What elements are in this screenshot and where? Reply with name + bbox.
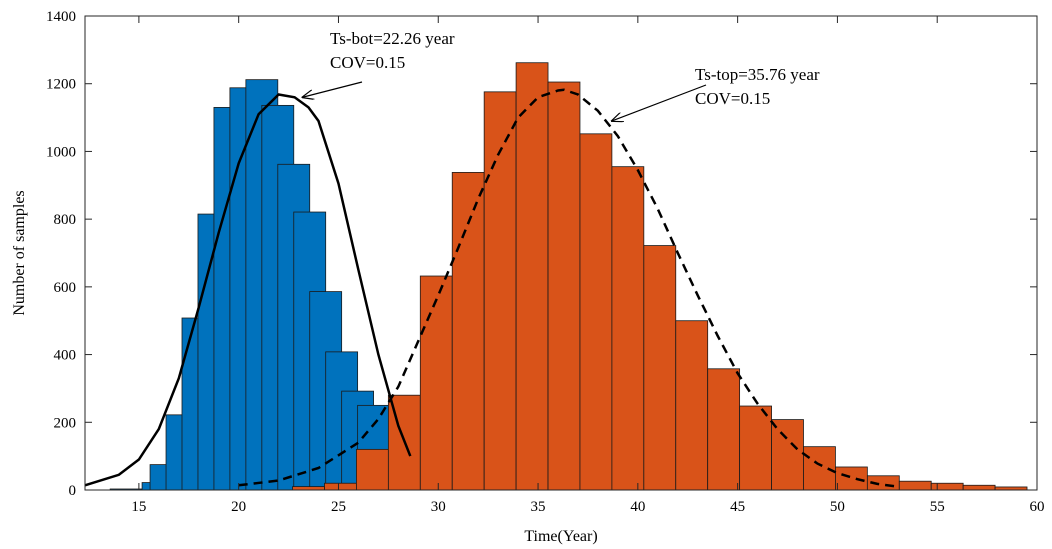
annotation-arrow [612, 84, 707, 121]
x-tick-label: 55 [930, 499, 945, 515]
y-tick-label: 200 [54, 415, 77, 431]
y-tick-label: 1200 [46, 77, 76, 93]
annotation-text: COV=0.15 [330, 53, 405, 72]
solid-fit-curve [85, 93, 412, 487]
x-tick-label: 15 [131, 499, 146, 515]
histogram-bar [930, 482, 964, 490]
histogram-bar [547, 81, 581, 490]
y-tick-label: 0 [69, 483, 77, 499]
histogram-bar [356, 448, 389, 490]
histogram-bar [771, 419, 804, 490]
x-tick-label: 50 [830, 499, 845, 515]
histogram-bar [515, 62, 549, 490]
histogram-bar [483, 91, 517, 490]
x-tick-label: 45 [730, 499, 745, 515]
curves-layer [85, 88, 898, 488]
dashed-fit-curve [238, 88, 898, 488]
x-tick-label: 20 [231, 499, 246, 515]
histogram-bar [803, 446, 836, 490]
x-tick-label: 60 [1030, 499, 1045, 515]
y-tick-label: 800 [54, 212, 77, 228]
histogram-bar [835, 466, 868, 490]
x-tick-label: 25 [331, 499, 346, 515]
x-tick-label: 30 [431, 499, 446, 515]
bars-layer [109, 62, 1028, 490]
x-axis: 15 20 25 30 35 40 45 50 55 60 [131, 16, 1045, 515]
x-tick-label: 40 [630, 499, 645, 515]
annotation-text: Ts-bot=22.26 year [330, 29, 455, 48]
y-axis-label: Number of samples [11, 190, 28, 315]
histogram-bar [419, 275, 453, 490]
y-tick-label: 1400 [46, 9, 76, 25]
histogram-bar [962, 484, 996, 490]
histogram-bar [611, 166, 645, 490]
histogram-bar [451, 172, 485, 490]
annotations-layer: Ts-bot=22.26 year COV=0.15 Ts-top=35.76 ye… [303, 29, 820, 121]
histogram-bar [675, 320, 709, 490]
y-tick-label: 1000 [46, 144, 76, 160]
histogram-bar [707, 368, 741, 490]
annotation-text: Ts-top=35.76 year [695, 65, 820, 84]
x-axis-label: Time(Year) [524, 528, 597, 545]
histogram-bar [324, 482, 357, 490]
plot-frame [84, 15, 1038, 491]
histogram-bar [643, 245, 677, 490]
annotation-arrow [303, 81, 363, 97]
y-tick-label: 400 [54, 348, 77, 364]
histogram-bar [739, 405, 772, 490]
histogram-bar [292, 486, 325, 490]
y-axis: 0 200 400 600 800 1000 1200 1400 [46, 9, 1037, 499]
x-tick-label: 35 [531, 499, 546, 515]
histogram-bar [898, 480, 932, 490]
histogram-bar [579, 133, 613, 490]
y-tick-label: 600 [54, 280, 77, 296]
annotation-text: COV=0.15 [695, 89, 770, 108]
